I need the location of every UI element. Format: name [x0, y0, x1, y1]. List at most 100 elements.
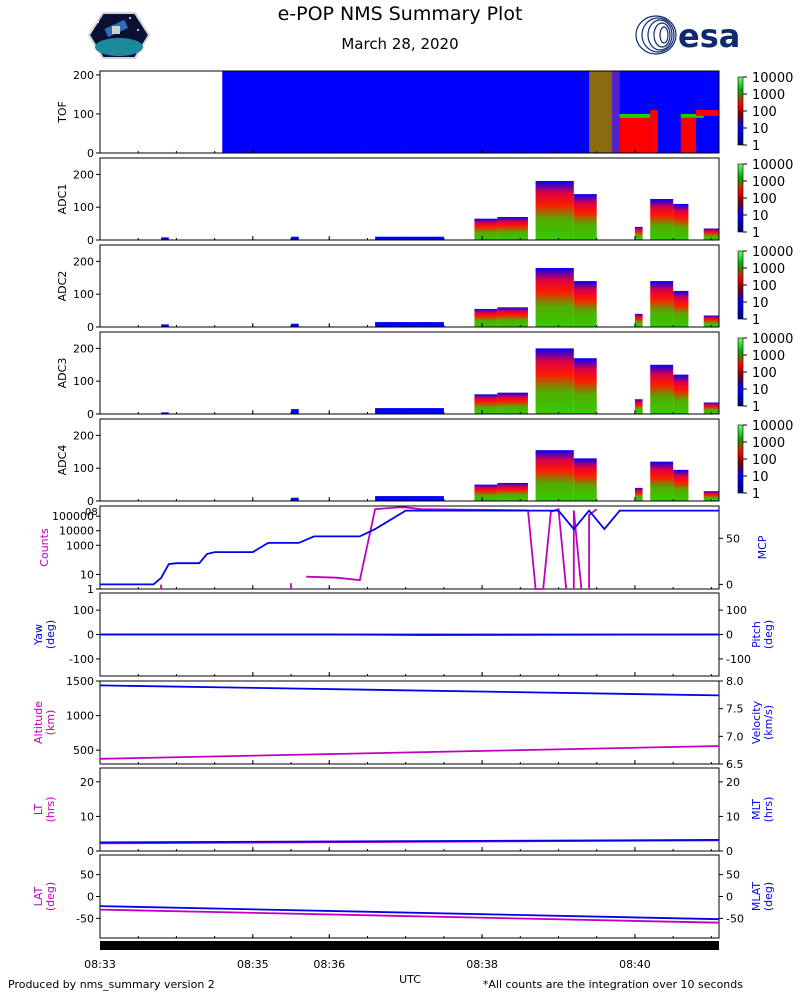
- spectrogram-block-tof: [680, 113, 704, 118]
- svg-text:(deg): (deg): [762, 620, 775, 649]
- series-line-left: [306, 506, 544, 590]
- spectrogram-block-adc3: [703, 402, 719, 414]
- x-tick-label: 08:38: [466, 958, 498, 971]
- svg-text:(hrs): (hrs): [44, 797, 57, 823]
- panel-frame: [99, 157, 720, 241]
- spectrogram-block-adc2: [535, 267, 574, 327]
- y-tick-label: 200: [73, 342, 94, 355]
- y-tick-label: 200: [73, 429, 94, 442]
- colorbar-tick-label: 1000: [752, 436, 785, 451]
- y-right-tick-label: -100: [726, 653, 751, 666]
- svg-text:Pitch: Pitch: [750, 621, 763, 648]
- colorbar-tick-label: 100: [752, 453, 777, 468]
- spectrogram-block-tof: [612, 71, 620, 153]
- svg-text:ADC2: ADC2: [56, 271, 69, 302]
- right-axis-label: MLT (hrs): [750, 797, 775, 823]
- colorbar-tick-label: 100: [752, 279, 777, 294]
- y-tick-label: 50: [80, 869, 94, 882]
- x-tick-label: 08:36: [313, 958, 345, 971]
- colorbar-tick-label: 10000: [752, 332, 793, 347]
- colorbar-tick-label: 10: [752, 470, 769, 485]
- spectrogram-block-tof: [619, 113, 651, 118]
- spectrogram-block-adc3: [474, 394, 498, 414]
- spectrogram-block-adc2: [375, 322, 444, 327]
- svg-text:Yaw: Yaw: [32, 624, 45, 646]
- left-axis-label: LAT (deg): [32, 882, 57, 911]
- y-right-tick-label: 0: [726, 845, 733, 858]
- svg-text:Altitude: Altitude: [32, 701, 45, 744]
- colorbar-tick-label: 10000: [752, 71, 793, 86]
- spectrogram-block-adc1: [474, 218, 498, 240]
- y-right-tick-label: 10: [726, 810, 740, 823]
- panel-label-adc4: ADC4: [56, 445, 69, 476]
- svg-text:(deg): (deg): [762, 882, 775, 911]
- colorbar-tick-label: 10: [752, 383, 769, 398]
- colorbar-tick-label: 1000: [752, 88, 785, 103]
- y-tick-label: -100: [69, 653, 94, 666]
- spectrogram-block-tof: [696, 110, 719, 116]
- right-axis-top-label: 08: [85, 507, 98, 518]
- colorbar-tick-label: 10: [752, 296, 769, 311]
- colorbar-tick-label: 10: [752, 209, 769, 224]
- spectrogram-block-adc2: [573, 281, 597, 327]
- svg-text:(km): (km): [44, 710, 57, 736]
- y-right-tick-label: 0: [726, 578, 733, 591]
- right-axis-label: Pitch (deg): [750, 620, 775, 649]
- y-tick-label: 100: [73, 375, 94, 388]
- spectrogram-block-adc2: [634, 313, 643, 327]
- esa-logo-text: esa: [678, 17, 740, 55]
- colorbar-tick-label: 10000: [752, 158, 793, 173]
- spectrogram-block-adc1: [291, 236, 299, 240]
- spectrogram-block-tof: [619, 113, 651, 153]
- y-right-tick-label: 8.0: [726, 675, 744, 688]
- y-tick-label: 0: [87, 147, 94, 160]
- y-right-tick-label: 0: [726, 629, 733, 642]
- y-right-tick-label: 6.5: [726, 758, 744, 771]
- spectrogram-block-adc2: [161, 324, 169, 327]
- x-tick-label: 08:33: [84, 958, 116, 971]
- y-tick-label: 0: [87, 845, 94, 858]
- spectrogram-block-adc2: [291, 323, 299, 327]
- y-right-tick-label: 20: [726, 776, 740, 789]
- y-tick-label: 0: [87, 321, 94, 334]
- spectrogram-block-adc1: [535, 180, 574, 240]
- y-tick-label: 100: [73, 604, 94, 617]
- series-line-left: [588, 508, 598, 589]
- colorbar: [738, 77, 743, 145]
- series-line-right: [99, 905, 720, 921]
- spectrogram-block-adc4: [703, 491, 719, 501]
- esa-logo: esa: [635, 15, 740, 55]
- svg-text:LAT: LAT: [32, 886, 45, 906]
- series-line-right: [99, 684, 720, 697]
- spectrogram-block-adc4: [375, 496, 444, 501]
- svg-text:MLT: MLT: [750, 799, 763, 820]
- spectrogram-block-adc1: [650, 199, 674, 240]
- left-axis-label: Counts: [38, 528, 51, 567]
- spectrogram-block-adc1: [703, 228, 719, 240]
- spectrogram-block-adc4: [634, 487, 643, 501]
- spectrogram-block-tof: [589, 71, 613, 153]
- svg-text:ADC4: ADC4: [56, 445, 69, 476]
- svg-text:TOF: TOF: [56, 101, 69, 124]
- spectrogram-block-adc3: [161, 412, 169, 414]
- colorbar: [738, 338, 743, 406]
- series-line-left: [542, 507, 568, 590]
- y-tick-label: 20: [80, 776, 94, 789]
- colorbar-tick-label: 1: [752, 139, 760, 154]
- left-axis-label: Altitude (km): [32, 701, 57, 744]
- panel-frame: [99, 854, 720, 939]
- y-tick-label: 10000: [59, 525, 94, 538]
- series-line-left: [99, 745, 720, 760]
- colorbar-tick-label: 1: [752, 400, 760, 415]
- spectrogram-block-adc2: [650, 281, 674, 327]
- y-tick-label: 100000: [52, 510, 94, 523]
- spectrogram-block-adc3: [673, 374, 689, 414]
- svg-text:(km/s): (km/s): [762, 705, 775, 740]
- spectrogram-block-adc4: [474, 484, 498, 501]
- chart-title: e-POP NMS Summary Plot: [277, 3, 523, 25]
- spectrogram-block-adc4: [650, 461, 674, 501]
- spectrogram-block-adc4: [573, 458, 597, 501]
- spectrogram-block-adc1: [634, 226, 643, 240]
- y-tick-label: 500: [73, 744, 94, 757]
- x-tick-label: 08:35: [237, 958, 269, 971]
